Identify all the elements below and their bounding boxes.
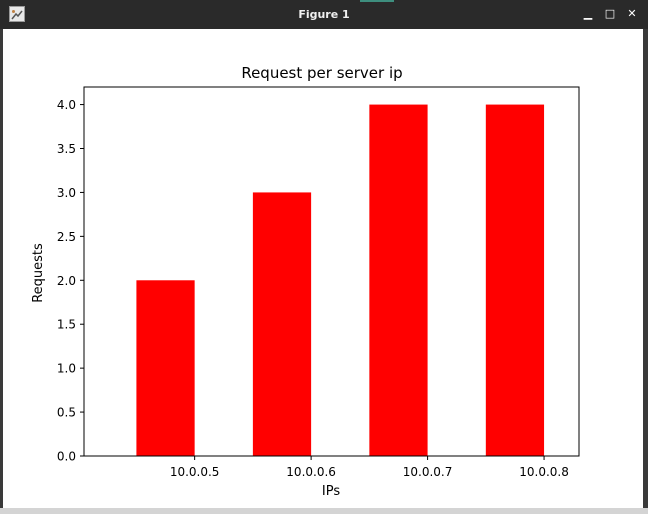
close-icon: ✕: [627, 7, 637, 20]
window-border-right: [643, 29, 648, 508]
bottom-toolbar-edge: [0, 508, 648, 514]
y-tick-label: 4.0: [57, 98, 76, 112]
y-tick-label: 1.5: [57, 318, 76, 332]
maximize-button[interactable]: □: [602, 6, 618, 22]
y-tick-label: 0.5: [57, 406, 76, 420]
chart-title: Request per server ip: [241, 64, 402, 82]
minimize-icon: ▁: [583, 7, 593, 20]
y-tick-label: 3.0: [57, 186, 76, 200]
x-tick-label: 10.0.0.5: [170, 465, 220, 479]
figure-app-icon[interactable]: [9, 6, 25, 22]
window-border-left: [0, 29, 3, 508]
y-axis-label: Requests: [31, 243, 46, 303]
close-button[interactable]: ✕: [624, 6, 640, 22]
bar-10.0.0.5: [136, 280, 195, 456]
minimize-button[interactable]: ▁: [580, 6, 596, 22]
y-tick-label: 0.0: [57, 450, 76, 464]
bar-chart: Request per server ip 0.0 0.5 1.0 1.5 2.0 2.5…: [31, 64, 580, 499]
y-tick-label: 2.5: [57, 230, 76, 244]
window-title: Figure 1: [298, 8, 350, 21]
bar-10.0.0.7: [369, 104, 428, 457]
bar-10.0.0.8: [485, 104, 545, 457]
y-tick-label: 1.0: [57, 362, 76, 376]
x-tick-label: 10.0.0.8: [519, 465, 569, 479]
axes-layer: 0.0 0.5 1.0 1.5 2.0 2.5 3.0 3.5 4.0 10.0.0.5 10.0.…: [57, 86, 580, 479]
bars-layer: [136, 104, 545, 457]
x-tick-label: 10.0.0.6: [286, 465, 336, 479]
bar-10.0.0.6: [252, 192, 312, 456]
x-axis-label: IPs: [322, 484, 340, 499]
title-bar[interactable]: Figure 1 ▁ □ ✕: [0, 0, 648, 29]
plot-frame: [83, 86, 580, 457]
y-tick-label: 3.5: [57, 142, 76, 156]
maximize-icon: □: [604, 7, 616, 20]
y-tick-label: 2.0: [57, 274, 76, 288]
title-accent: [360, 0, 394, 2]
figure-canvas: Request per server ip 0.0 0.5 1.0 1.5 2.0 2.5…: [3, 29, 643, 508]
x-tick-label: 10.0.0.7: [403, 465, 453, 479]
